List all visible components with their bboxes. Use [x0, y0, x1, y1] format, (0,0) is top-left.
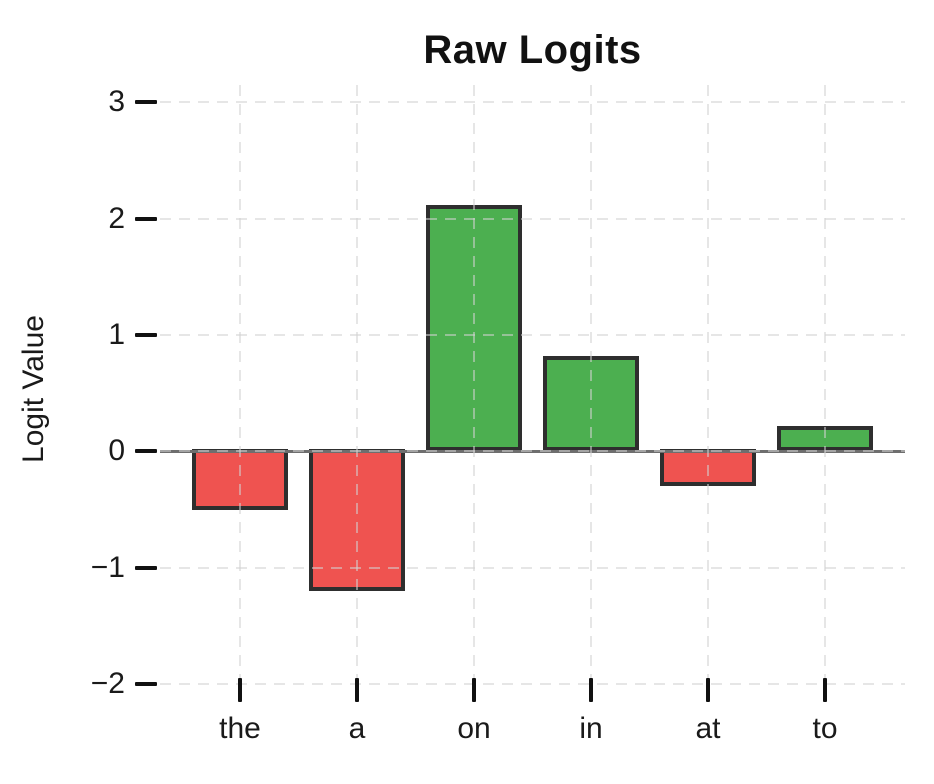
x-tick-label-at: at [695, 712, 721, 745]
y-tick-label-3: 3 [108, 85, 125, 119]
plot-area [160, 85, 905, 690]
h-gridline-1 [160, 334, 905, 337]
y-tick-label-2: 2 [108, 201, 125, 235]
h-gridline-3 [160, 101, 905, 104]
v-gridline-at [707, 85, 709, 690]
zero-baseline [160, 449, 905, 453]
x-tick-label-the: the [219, 712, 261, 745]
x-tick-mark-in [589, 678, 593, 702]
x-tick-mark-on [472, 678, 476, 702]
bar-at [660, 449, 756, 487]
v-gridline-the [239, 85, 241, 690]
y-tick-mark--1 [135, 565, 157, 570]
bar-to [777, 426, 873, 452]
bar-the [192, 449, 288, 510]
bar-a [309, 449, 405, 592]
h-gridline-2 [160, 217, 905, 220]
x-tick-label-on: on [457, 712, 491, 745]
y-tick-label--1: −1 [90, 550, 125, 584]
chart-title: Raw Logits [423, 28, 642, 72]
h-gridline--2 [160, 683, 905, 686]
y-tick-label-1: 1 [108, 318, 125, 352]
v-gridline-a [356, 85, 358, 690]
y-tick-label-0: 0 [108, 434, 125, 468]
x-tick-label-to: to [812, 712, 838, 745]
x-tick-mark-at [706, 678, 710, 702]
bar-on [426, 205, 522, 452]
bar-in [543, 356, 639, 452]
y-tick-mark-1 [135, 333, 157, 338]
y-tick-mark-3 [135, 100, 157, 105]
y-tick-mark-2 [135, 216, 157, 221]
v-gridline-to [824, 85, 826, 690]
x-tick-mark-to [823, 678, 827, 702]
y-tick-label--2: −2 [90, 667, 125, 701]
y-tick-mark-0 [135, 449, 157, 454]
y-axis-label: Logit Value [17, 315, 50, 463]
h-gridline--1 [160, 566, 905, 569]
x-tick-mark-the [238, 678, 242, 702]
x-tick-label-a: a [348, 712, 366, 745]
x-tick-label-in: in [579, 712, 603, 745]
y-tick-mark--2 [135, 682, 157, 687]
x-tick-mark-a [355, 678, 359, 702]
